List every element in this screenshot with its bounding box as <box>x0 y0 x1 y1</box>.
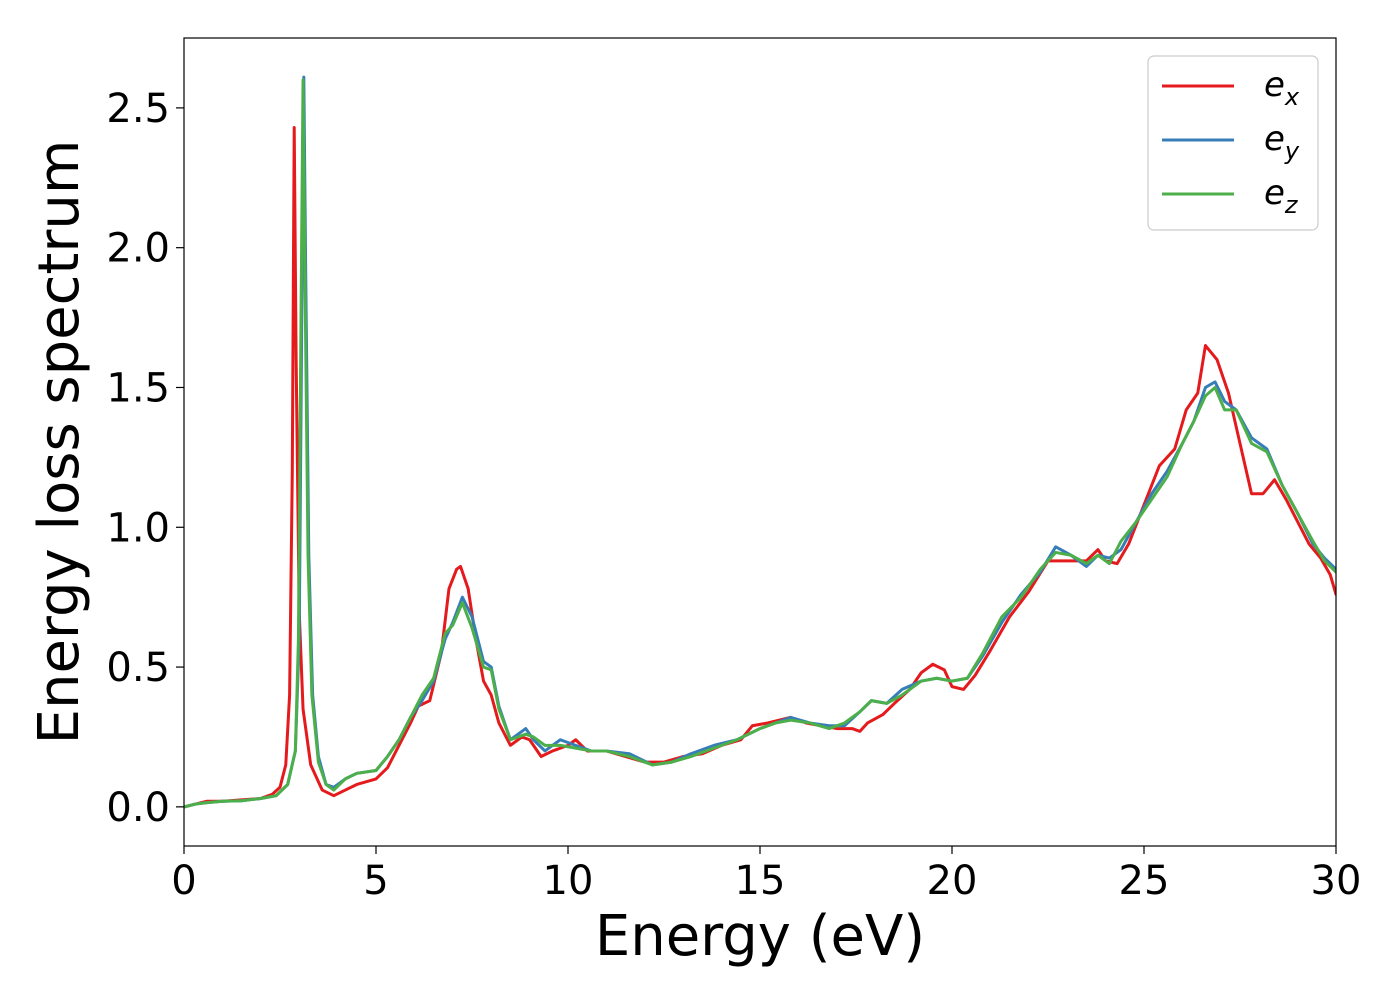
legend-box <box>1147 55 1319 231</box>
x-tick-label: 30 <box>1311 858 1362 904</box>
y-tick-label: 1.0 <box>106 505 170 551</box>
x-tick-label: 0 <box>171 858 196 904</box>
x-axis-title: Energy (eV) <box>595 904 925 969</box>
x-tick-label: 10 <box>543 858 594 904</box>
x-tick-label: 5 <box>363 858 388 904</box>
series-line-z <box>184 78 1336 809</box>
axes-layer: 0 5 10 15 20 25 30 0.0 0.5 1.0 1.5 2.0 2.5 Energy (eV… <box>27 37 1362 969</box>
y-tick-label: 1.5 <box>106 365 170 411</box>
legend-label-y: ey <box>1264 119 1300 165</box>
legend-label-z: ez <box>1264 173 1299 219</box>
y-tick-label: 2.0 <box>106 226 170 272</box>
y-tick-label: 0.0 <box>106 785 170 831</box>
x-tick-label: 25 <box>1119 858 1170 904</box>
y-tick-label: 0.5 <box>106 645 170 691</box>
legend-label-x: ex <box>1264 65 1300 111</box>
series-layer <box>184 75 1336 809</box>
x-tick-label: 15 <box>735 858 786 904</box>
y-tick-label: 2.5 <box>106 86 170 132</box>
x-tick-label: 20 <box>927 858 978 904</box>
y-axis-title: Energy loss spectrum <box>27 140 92 745</box>
legend: ex ey ez <box>1147 55 1319 231</box>
